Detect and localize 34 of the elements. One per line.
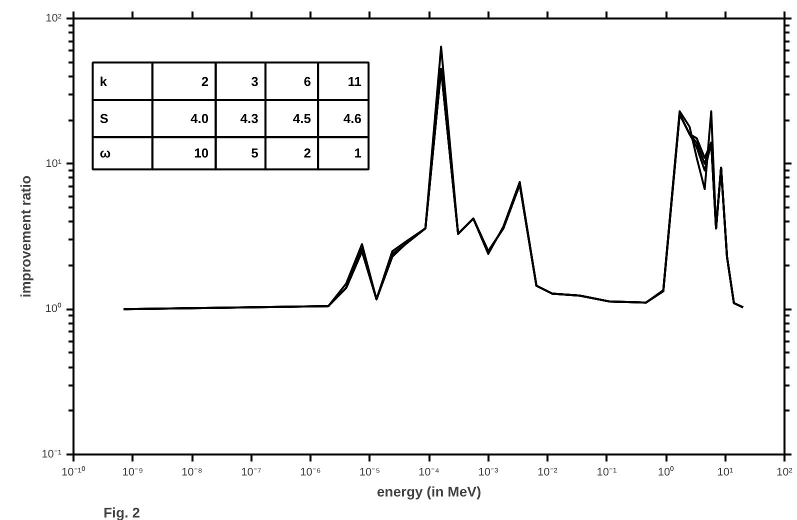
annotation: 2 — [201, 74, 209, 89]
annotation: 4.0 — [190, 111, 209, 126]
x-axis-title: energy (in MeV) — [376, 484, 482, 500]
y-tick-label: 10¹ — [46, 158, 62, 170]
y-axis-title: improvement ratio — [18, 175, 34, 298]
annotation: S — [100, 111, 109, 126]
x-tick-label: 10⁻⁵ — [359, 466, 380, 478]
x-tick-label: 10⁻¹⁰ — [62, 466, 86, 478]
annotation: ω — [100, 146, 111, 161]
annotation: 5 — [251, 146, 258, 161]
y-tick-label: 10⁰ — [45, 302, 62, 316]
annotation: 3 — [251, 74, 258, 89]
annotation: k — [100, 74, 108, 89]
annotation: 4.3 — [240, 111, 258, 126]
x-tick-label: 10⁻¹ — [596, 466, 618, 478]
x-tick-label: 10⁻³ — [478, 466, 499, 478]
annotation: 4.6 — [343, 111, 362, 126]
annotation: 1 — [354, 146, 362, 161]
x-tick-label: 10² — [776, 466, 793, 478]
annotation: 2 — [304, 146, 311, 161]
x-tick-label: 10⁻² — [538, 466, 558, 478]
x-tick-label: 10⁰ — [658, 466, 674, 478]
y-tick-label: 10⁻¹ — [42, 448, 62, 460]
x-tick-label: 10¹ — [717, 466, 734, 478]
x-tick-label: 10⁻⁴ — [418, 466, 440, 478]
x-tick-label: 10⁻⁹ — [122, 466, 144, 478]
annotation: 6 — [304, 74, 311, 89]
x-tick-label: 10⁻⁸ — [182, 466, 202, 478]
annotation: 4.5 — [292, 111, 311, 126]
annotation: 11 — [348, 74, 362, 89]
x-tick-label: 10⁻⁷ — [241, 466, 262, 478]
annotation: 10 — [194, 146, 209, 161]
y-tick-label: 10² — [46, 12, 62, 24]
x-tick-label: 10⁻⁶ — [300, 466, 321, 478]
